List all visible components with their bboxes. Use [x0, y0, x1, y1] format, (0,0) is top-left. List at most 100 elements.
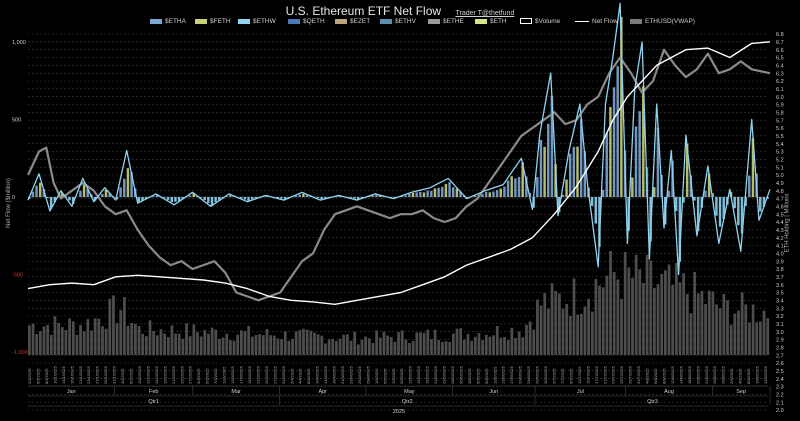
flow-bar — [199, 197, 203, 198]
flow-bar — [254, 197, 258, 199]
flow-bar — [674, 197, 678, 212]
volume-bar — [638, 269, 642, 355]
volume-bar — [444, 341, 448, 355]
left-tick-label: 1,000 — [12, 40, 26, 46]
volume-bar — [751, 304, 755, 355]
date-tick-label: 2/7/2025 — [552, 368, 557, 384]
flow-bar — [86, 188, 89, 197]
date-tick-label: 3/3/2025 — [196, 368, 201, 384]
date-tick-label: 20/8/2025 — [695, 365, 700, 384]
flow-bar — [492, 191, 495, 197]
date-tick-label: 29/7/2025 — [628, 365, 633, 384]
volume-bar — [759, 321, 762, 355]
flow-bar — [38, 182, 42, 197]
flow-bar — [689, 175, 693, 197]
flow-bar — [218, 197, 221, 202]
volume-bar — [53, 316, 57, 355]
date-tick-label: 10/9/2025 — [755, 365, 760, 384]
flow-bar — [510, 176, 513, 197]
right-tick-label: 6.4 — [776, 64, 784, 70]
flow-bar — [561, 194, 565, 197]
right-tick-label: 3.5 — [776, 291, 784, 297]
volume-bar — [693, 271, 696, 355]
volume-bar — [448, 342, 452, 355]
flow-bar — [550, 95, 554, 197]
flow-bar — [631, 177, 634, 197]
flow-bar — [229, 195, 232, 197]
volume-bar — [437, 339, 441, 355]
volume-bar — [397, 332, 400, 355]
volume-bar — [488, 336, 492, 355]
flow-bar — [528, 192, 532, 197]
volume-bar — [324, 343, 327, 355]
volume-bar — [86, 319, 90, 355]
legend-swatch — [380, 18, 392, 24]
right-tick-label: 5.6 — [776, 126, 784, 132]
volume-bar — [386, 335, 389, 355]
volume-bar — [667, 264, 671, 355]
credit-link[interactable]: Trader T@thetfund — [455, 10, 515, 17]
right-tick-label: 4.6 — [776, 205, 784, 211]
flow-bar — [594, 197, 598, 224]
volume-bar — [276, 338, 280, 355]
flow-bar — [693, 197, 696, 201]
flow-bar — [525, 176, 528, 197]
flow-bar — [718, 197, 722, 227]
date-tick-label: 25/3/2025 — [264, 365, 269, 384]
right-tick-label: 2.7 — [776, 353, 784, 359]
volume-bar — [521, 337, 525, 355]
volume-bar — [393, 341, 397, 355]
volume-bar — [462, 339, 466, 355]
volume-bar — [470, 340, 474, 355]
legend-item: $FETH — [195, 18, 231, 25]
volume-bar — [455, 328, 459, 355]
volume-bar — [415, 332, 419, 355]
date-tick-label: 21/7/2025 — [602, 365, 607, 384]
volume-bar — [594, 278, 598, 355]
date-tick-label: 5/3/2025 — [205, 368, 210, 384]
volume-bar — [221, 337, 225, 355]
flow-bar — [722, 197, 725, 219]
flow-bar — [426, 190, 429, 197]
volume-bar — [174, 333, 177, 355]
flow-bar — [667, 191, 671, 197]
flow-bar — [177, 197, 181, 202]
legend-swatch — [238, 18, 250, 24]
volume-bar — [232, 340, 236, 355]
volume-bar — [115, 323, 119, 355]
flow-bar — [305, 194, 309, 197]
right-tick-label: 5.5 — [776, 134, 784, 140]
volume-bar — [685, 293, 689, 355]
volume-bar — [192, 324, 196, 355]
volume-bar — [430, 339, 433, 355]
quarter-label: Qtr3 — [647, 399, 658, 405]
flow-bar — [634, 126, 638, 197]
legend-item: $QETH — [288, 18, 325, 25]
volume-bar — [265, 328, 269, 355]
date-tick-label: 28/8/2025 — [721, 365, 726, 384]
volume-bar — [605, 275, 609, 355]
flow-bar — [539, 139, 543, 197]
legend-swatch — [288, 18, 300, 24]
volume-bar — [353, 331, 357, 355]
date-tick-label: 27/1/2025 — [95, 365, 100, 384]
legend-swatch — [195, 18, 207, 24]
flow-bar — [685, 143, 689, 197]
volume-bar — [371, 342, 375, 355]
date-tick-label: 17/3/2025 — [239, 365, 244, 384]
volume-bar — [68, 318, 71, 355]
right-tick-label: 6.8 — [776, 32, 784, 38]
legend-swatch — [575, 20, 589, 22]
date-tick-label: 16/1/2025 — [69, 365, 74, 384]
flow-bar — [302, 193, 305, 197]
volume-bar — [579, 313, 583, 355]
volume-bar — [459, 328, 463, 355]
left-tick-label: -1,000 — [12, 350, 28, 356]
flow-bar — [356, 197, 360, 200]
volume-bar — [572, 278, 576, 355]
legend-swatch — [428, 18, 440, 24]
flow-bar — [408, 193, 411, 197]
flow-bar — [166, 197, 170, 200]
volume-bar — [623, 251, 627, 355]
right-tick-label: 2.9 — [776, 338, 784, 344]
